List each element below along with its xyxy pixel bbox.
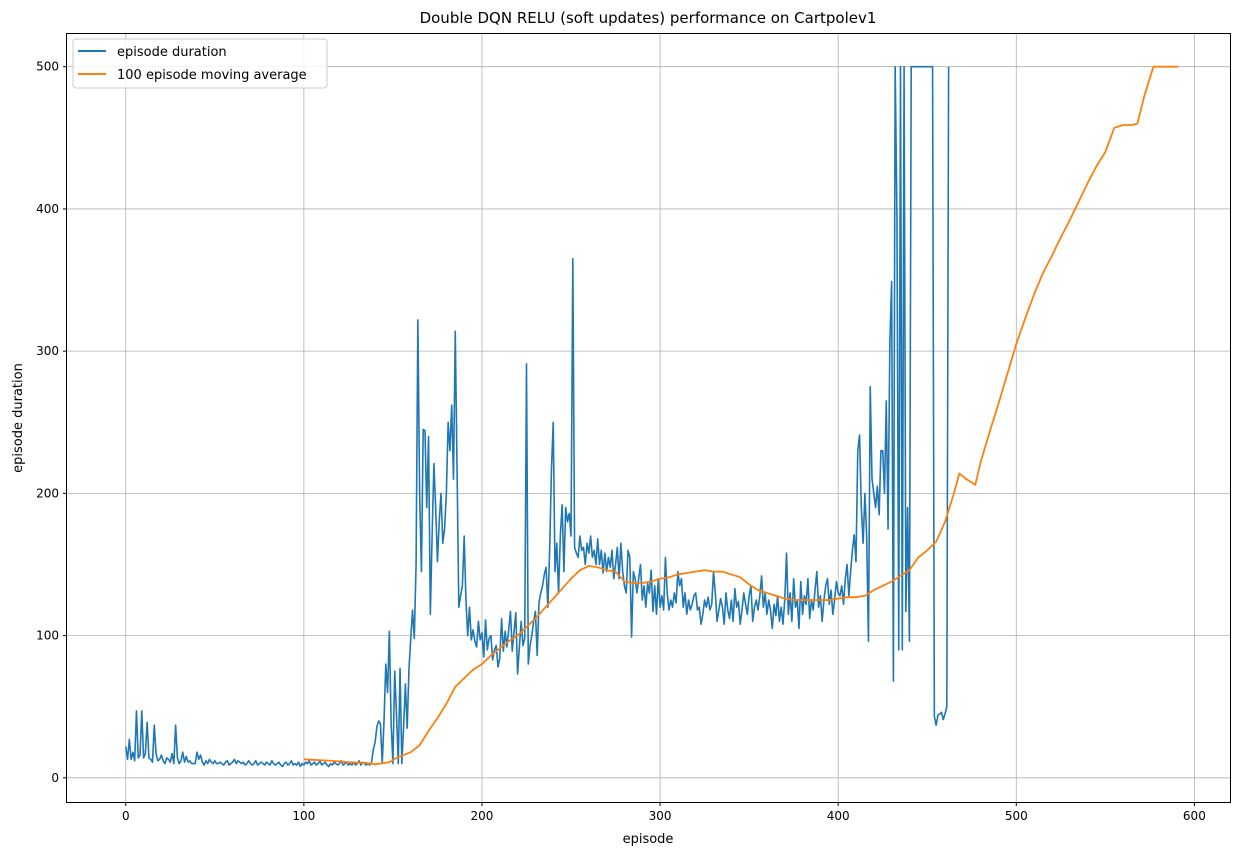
x-tick-label: 300 [649,809,672,823]
series-layer [124,65,1179,768]
legend-box [72,38,328,89]
x-tick-label: 200 [471,809,494,823]
y-tick-label: 300 [36,344,59,358]
ticks: 0 100 200 300 400 500 600 0 100 200 300 400 500 [36,60,1206,823]
grid [67,34,1230,802]
y-tick-label: 200 [36,486,59,500]
y-axis-label: episode duration [11,363,26,473]
legend: episode duration 100 episode moving aver… [72,38,328,89]
x-tick-label: 400 [827,809,850,823]
x-tick-label: 100 [292,809,315,823]
x-tick-label: 600 [1183,809,1206,823]
y-tick-label: 100 [36,629,59,643]
x-tick-label: 500 [1005,809,1028,823]
x-axis-label: episode [623,832,674,847]
chart-title: Double DQN RELU (soft updates) performan… [420,9,877,27]
y-tick-label: 0 [51,771,59,785]
x-tick-label: 0 [122,809,130,823]
legend-label-moving-average: 100 episode moving average [117,68,307,83]
legend-label-episode-duration: episode duration [117,45,227,60]
plot-frame [66,33,1231,803]
y-tick-label: 500 [36,60,59,74]
y-tick-label: 400 [36,202,59,216]
series-line-moving-average [303,65,1179,766]
